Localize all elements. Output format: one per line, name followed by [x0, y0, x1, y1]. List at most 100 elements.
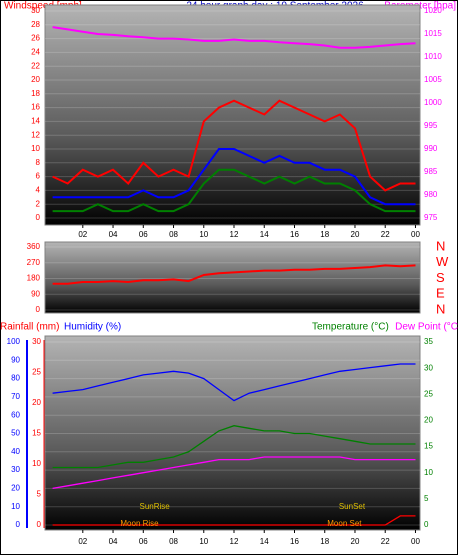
x-tick-label: 10 [199, 537, 208, 546]
x-tick-label: 18 [320, 230, 329, 239]
y2-tick-label: 25 [424, 389, 433, 398]
y2-tick-label: 0 [424, 520, 429, 529]
x-tick-label: 16 [290, 537, 299, 546]
y-tick-label: 0 [36, 305, 41, 314]
plot-background [44, 4, 421, 226]
y3-tick-label: 10 [32, 459, 41, 468]
y-tick-label: 80 [11, 374, 20, 383]
x-tick-label: 08 [169, 230, 178, 239]
y-tick-label: 20 [11, 484, 20, 493]
y2-tick-label: 980 [424, 190, 438, 199]
y3-tick-label: 15 [32, 429, 41, 438]
y-tick-label: 24 [31, 48, 40, 57]
y-tick-label: 28 [31, 20, 40, 29]
y2-tick-label: 5 [424, 494, 429, 503]
x-tick-label: 20 [351, 537, 360, 546]
moon-annotation: Moon Set [327, 519, 362, 528]
x-tick-label: 06 [139, 537, 148, 546]
x-tick-label: 22 [381, 537, 390, 546]
dewpoint-label: Dew Point (°C [395, 322, 458, 333]
y-tick-label: 0 [36, 213, 41, 222]
y2-tick-label: 985 [424, 167, 438, 176]
humidity-label: Humidity (%) [64, 322, 121, 333]
y-tick-label: 10 [11, 502, 20, 511]
y2-tick-label: S [436, 270, 445, 285]
y-axis-label: Windspeed [mph] [4, 1, 82, 12]
y2-tick-label: E [436, 286, 445, 301]
y2-tick-label: 35 [424, 337, 433, 346]
y-tick-label: 30 [31, 6, 40, 15]
series-line [52, 26, 416, 49]
y-tick-label: 20 [31, 75, 40, 84]
y-tick-label: 4 [36, 186, 41, 195]
x-tick-label: 08 [169, 537, 178, 546]
y-tick-label: 12 [31, 130, 40, 139]
y-tick-label: 60 [11, 410, 20, 419]
y-tick-label: 2 [36, 199, 41, 208]
x-tick-label: 02 [78, 230, 87, 239]
y2-tick-label: 30 [424, 363, 433, 372]
y-tick-label: 18 [31, 89, 40, 98]
x-tick-label: 04 [109, 537, 118, 546]
x-tick-label: 10 [199, 230, 208, 239]
y3-tick-label: 20 [32, 398, 41, 407]
y-tick-label: 0 [16, 520, 21, 529]
y2-tick-label: 20 [424, 416, 433, 425]
sun-annotation: SunRise [140, 502, 171, 511]
x-tick-label: 18 [320, 537, 329, 546]
x-tick-label: 12 [230, 230, 239, 239]
series-line [52, 363, 416, 402]
y2-tick-label: 990 [424, 144, 438, 153]
x-tick-label: 00 [411, 537, 420, 546]
y-tick-label: 6 [36, 172, 41, 181]
series-line [52, 99, 416, 192]
y2-tick-label: 975 [424, 213, 438, 222]
series-line [52, 168, 416, 213]
y-tick-label: 360 [27, 242, 41, 251]
y-tick-label: 100 [7, 337, 21, 346]
y-tick-label: 30 [11, 465, 20, 474]
y-tick-label: 90 [11, 355, 20, 364]
y2-tick-label: N [436, 238, 445, 253]
moon-annotation: Moon Rise [120, 519, 159, 528]
x-tick-label: 04 [109, 230, 118, 239]
y2-tick-label: 1000 [424, 98, 442, 107]
y2-tick-label: 15 [424, 442, 433, 451]
rain-label: Rainfall (mm) [0, 322, 59, 333]
y-tick-label: 10 [31, 144, 40, 153]
x-tick-label: 06 [139, 230, 148, 239]
y-tick-label: 26 [31, 34, 40, 43]
y-tick-label: 40 [11, 447, 20, 456]
y-tick-label: 70 [11, 392, 20, 401]
y-tick-label: 22 [31, 61, 40, 70]
series-line [52, 515, 416, 526]
x-tick-label: 12 [230, 537, 239, 546]
series-line [52, 456, 416, 490]
plot-background [44, 335, 421, 531]
y3-tick-label: 25 [32, 368, 41, 377]
y2-tick-label: 995 [424, 121, 438, 130]
y-tick-label: 180 [27, 274, 41, 283]
temperature-label: Temperature (°C) [312, 322, 389, 333]
sun-annotation: SunSet [339, 502, 366, 511]
y2-tick-label: 1015 [424, 29, 442, 38]
y2-tick-label: 1020 [424, 6, 442, 15]
y2-tick-label: W [436, 254, 449, 269]
plot-background [44, 241, 421, 314]
y-tick-label: 270 [27, 258, 41, 267]
y-tick-label: 50 [11, 429, 20, 438]
x-tick-label: 16 [290, 230, 299, 239]
x-tick-label: 02 [78, 537, 87, 546]
x-tick-label: 14 [260, 230, 269, 239]
series-line [52, 264, 416, 285]
y2-tick-label: N [436, 301, 445, 316]
y-tick-label: 14 [31, 117, 40, 126]
y2-tick-label: 10 [424, 468, 433, 477]
y2-tick-label: 1010 [424, 52, 442, 61]
y-tick-label: 16 [31, 103, 40, 112]
series-line [52, 425, 416, 469]
y3-tick-label: 0 [37, 520, 42, 529]
x-tick-label: 22 [381, 230, 390, 239]
y-tick-label: 90 [31, 289, 40, 298]
